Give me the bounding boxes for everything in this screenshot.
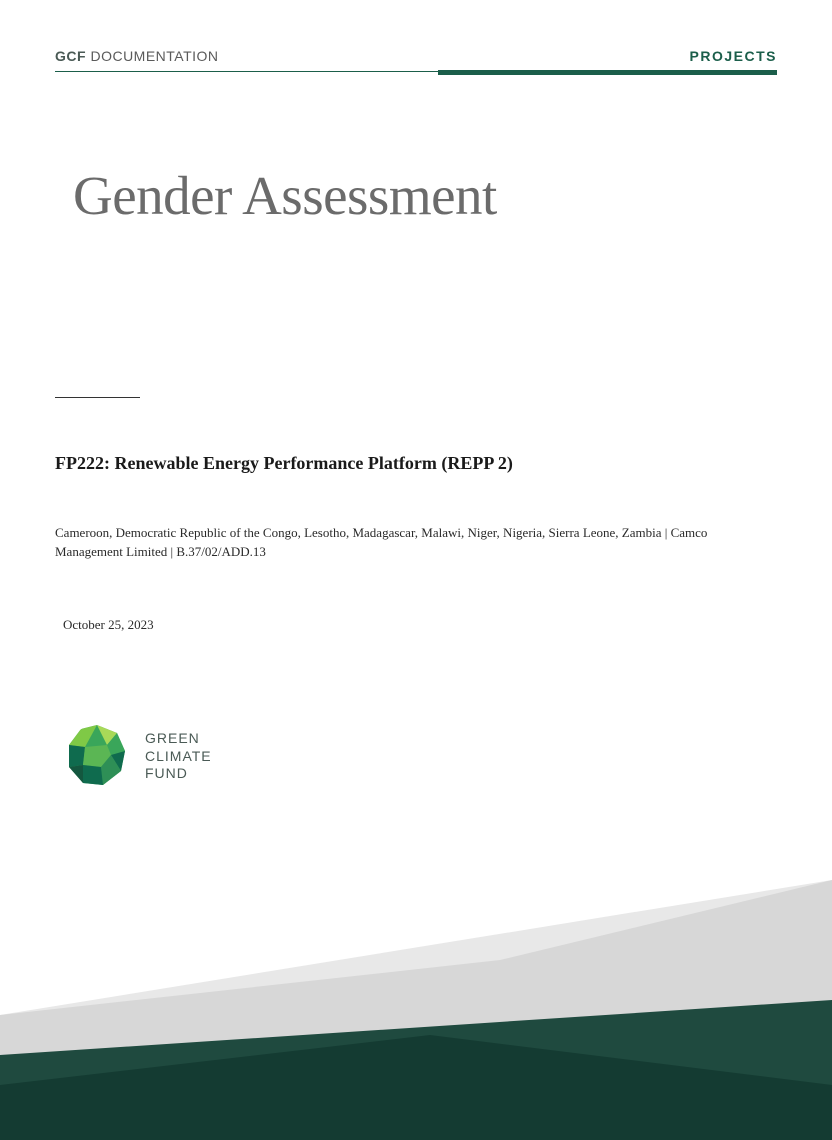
header-section: DOCUMENTATION — [86, 48, 218, 64]
document-title: Gender Assessment — [73, 164, 777, 227]
header-row: GCF DOCUMENTATION PROJECTS — [55, 48, 777, 64]
logo-line1: GREEN — [145, 730, 212, 748]
logo-line3: FUND — [145, 765, 212, 783]
document-page: GCF DOCUMENTATION PROJECTS Gender Assess… — [0, 0, 832, 1140]
globe-icon — [63, 723, 131, 791]
gcf-logo: GREEN CLIMATE FUND — [63, 723, 777, 791]
short-divider — [55, 397, 140, 398]
header-org: GCF — [55, 48, 86, 64]
header-rule-thin — [55, 71, 438, 74]
project-title: FP222: Renewable Energy Performance Plat… — [55, 453, 777, 474]
header-left-label: GCF DOCUMENTATION — [55, 48, 219, 64]
project-meta: Cameroon, Democratic Republic of the Con… — [55, 524, 735, 562]
header-rule-thick — [438, 70, 777, 75]
logo-line2: CLIMATE — [145, 748, 212, 766]
header-rule — [55, 70, 777, 74]
logo-text: GREEN CLIMATE FUND — [145, 730, 212, 783]
document-date: October 25, 2023 — [63, 617, 777, 633]
header-category: PROJECTS — [690, 48, 777, 64]
